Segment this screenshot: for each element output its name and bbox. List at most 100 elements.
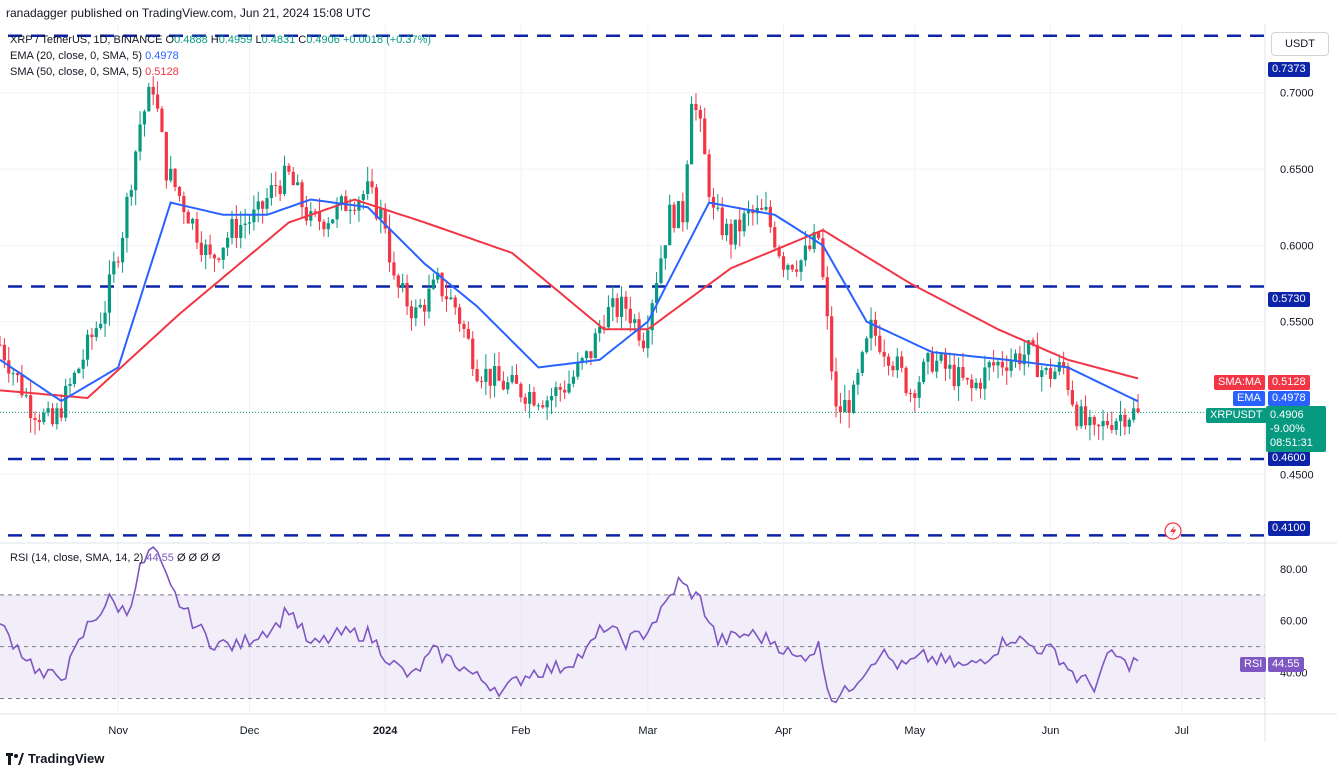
candle-body <box>1088 416 1092 426</box>
candle-body <box>186 212 190 224</box>
candle-body <box>1114 421 1118 430</box>
time-tick-label: Jun <box>1042 725 1060 737</box>
sma-legend-value: 0.5128 <box>145 66 179 78</box>
candle-body <box>120 237 125 263</box>
candle-body <box>698 110 702 119</box>
candle-body <box>519 383 523 398</box>
candle-body <box>611 298 615 307</box>
candle-body <box>1005 367 1009 371</box>
footer-brand[interactable]: TradingView <box>6 751 104 766</box>
price-axis[interactable]: 0.7000 0.6500 0.6000 0.5500 0.4500 <box>1280 88 1314 482</box>
candle-body <box>361 194 365 200</box>
candle-body <box>422 304 427 312</box>
candle-body <box>331 219 335 224</box>
candle-body <box>226 237 230 248</box>
publisher-attribution: ranadagger published on TradingView.com,… <box>6 6 371 20</box>
price-tick-label: 0.5500 <box>1280 317 1314 329</box>
candle-body <box>125 196 129 238</box>
candle-body <box>795 269 799 272</box>
candle-body <box>488 368 492 386</box>
open-value: 0.4888 <box>174 34 208 46</box>
candle-body <box>134 151 138 191</box>
candle-body <box>1127 419 1131 427</box>
candle-body <box>663 245 667 259</box>
candle-body <box>926 352 930 362</box>
candle-body <box>50 408 55 425</box>
candle-body <box>291 171 295 186</box>
ema-legend[interactable]: EMA (20, close, 0, SMA, 5) 0.4978 <box>10 50 179 62</box>
candle-body <box>278 185 282 195</box>
candle-body <box>821 238 825 278</box>
price-tick-label: 0.7000 <box>1280 88 1314 100</box>
candle-body <box>1136 408 1140 413</box>
candle-body <box>24 395 28 397</box>
candle-body <box>668 204 672 246</box>
candle-body <box>217 258 221 260</box>
candle-body <box>956 367 961 387</box>
candle-body <box>1048 368 1053 379</box>
candle-body <box>558 387 562 390</box>
candle-body <box>427 288 431 312</box>
symbol-title[interactable]: XRP / TetherUS, 1D, BINANCE <box>10 34 163 46</box>
candle-body <box>352 209 357 211</box>
candle-body <box>366 181 370 195</box>
time-tick-label: Dec <box>240 725 260 737</box>
candle-body <box>94 328 98 338</box>
level-tag-1: 0.5730 <box>1268 292 1310 307</box>
candle-body <box>781 256 786 270</box>
candle-body <box>659 258 663 284</box>
alert-lightning-icon[interactable] <box>1164 522 1182 540</box>
time-axis[interactable]: Nov Dec 2024 Feb Mar Apr May Jun Jul <box>108 725 1188 737</box>
candle-body <box>99 323 103 329</box>
candle-body <box>593 333 597 359</box>
candle-body <box>440 272 444 297</box>
candle-body <box>974 382 978 389</box>
high-value: 0.4959 <box>218 34 253 46</box>
candle-body <box>878 335 882 352</box>
candle-body <box>978 382 983 389</box>
candle-body <box>326 223 330 230</box>
candle-body <box>1075 404 1079 427</box>
candle-body <box>1022 354 1026 365</box>
candle-body <box>554 387 558 397</box>
candle-body <box>843 399 847 413</box>
candle-body <box>1097 424 1101 427</box>
candle-body <box>212 254 217 259</box>
candle-body <box>169 168 173 181</box>
candle-body <box>1132 408 1136 420</box>
time-tick-label: Mar <box>638 725 657 737</box>
candle-body <box>387 228 392 263</box>
close-value: 0.4906 <box>306 34 340 46</box>
candle-body <box>571 376 576 384</box>
candle-body <box>983 367 987 389</box>
ema-label-tag: EMA <box>1233 391 1265 406</box>
rsi-label-tag: RSI <box>1240 657 1267 672</box>
candle-body <box>204 244 208 256</box>
candle-body <box>746 209 751 214</box>
candle-body <box>160 108 164 132</box>
candle-body <box>103 312 107 324</box>
candle-body <box>755 207 759 214</box>
rsi-tick-label: 80.00 <box>1280 564 1308 576</box>
candle-body <box>952 364 956 387</box>
candle-body <box>296 182 300 186</box>
candlestick-series <box>0 76 1140 441</box>
time-tick-label: 2024 <box>373 725 398 737</box>
candle-body <box>221 247 225 260</box>
candle-body <box>1079 406 1083 427</box>
candle-body <box>458 307 462 324</box>
sma-legend[interactable]: SMA (50, close, 0, SMA, 5) 0.5128 <box>10 66 179 78</box>
candle-body <box>11 373 15 375</box>
candle-body <box>528 392 532 404</box>
candle-body <box>536 405 540 407</box>
candle-body <box>195 219 199 243</box>
rsi-legend[interactable]: RSI (14, close, SMA, 14, 2) 44.55 Ø Ø Ø … <box>10 552 220 564</box>
candle-body <box>265 198 269 209</box>
candle-body <box>619 296 624 317</box>
candle-body <box>646 330 650 349</box>
candle-body <box>2 344 6 361</box>
candle-body <box>681 201 685 223</box>
currency-button[interactable]: USDT <box>1271 32 1329 56</box>
